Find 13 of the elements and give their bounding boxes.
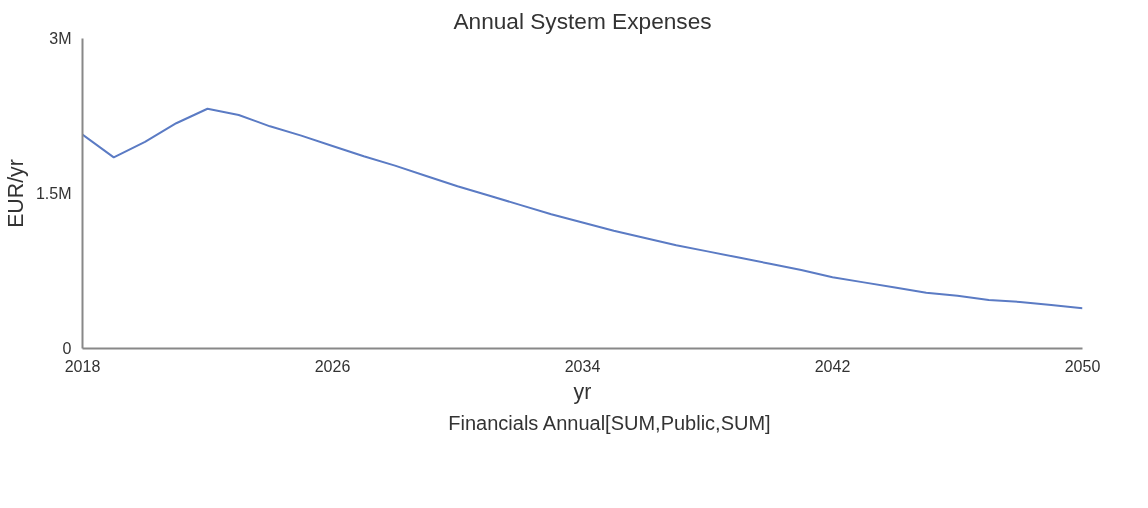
y-tick-label: 3M — [49, 30, 72, 47]
x-tick-label: 2042 — [814, 357, 851, 375]
x-axis-title: yr — [573, 379, 592, 404]
x-tick-label: 2050 — [1064, 357, 1101, 375]
y-tick-label: 0 — [62, 340, 72, 357]
chart-title: Annual System Expenses — [453, 7, 712, 34]
x-tick-label: 2018 — [64, 357, 101, 375]
y-tick-label: 1.5M — [35, 185, 72, 202]
x-tick-label: 2034 — [564, 357, 601, 375]
text: Financials Annual[SUM,Public,SUM] — [448, 411, 771, 435]
x-tick-label: 2026 — [314, 357, 351, 375]
y-axis-title: EUR/yr — [3, 159, 28, 228]
line-series — [82, 107, 1083, 310]
